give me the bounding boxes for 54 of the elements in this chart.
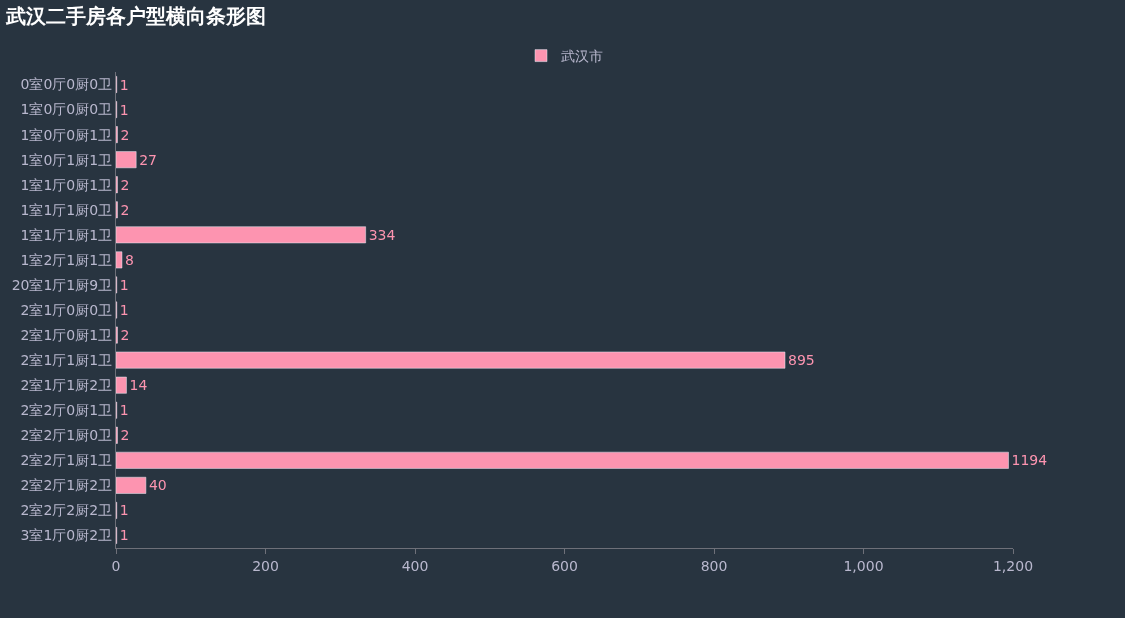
x-tick-label: 400 (401, 557, 429, 574)
data-label: 2 (120, 327, 130, 344)
data-label: 2 (120, 126, 130, 143)
bar (116, 376, 127, 394)
data-label: 14 (129, 377, 148, 394)
data-label: 27 (139, 151, 158, 168)
bar (116, 226, 366, 244)
y-tick-label: 0室0厅0厨0卫 (20, 76, 113, 93)
bar (116, 151, 137, 169)
y-tick-label: 2室1厅0厨1卫 (20, 326, 113, 343)
y-tick-label: 1室2厅1厨1卫 (20, 251, 113, 268)
data-label: 1 (119, 302, 129, 318)
y-tick-label: 2室2厅1厨0卫 (20, 427, 113, 444)
x-tick-label: 1,000 (843, 557, 884, 574)
bar (116, 451, 1009, 469)
bar (116, 476, 147, 494)
data-label: 334 (368, 226, 396, 243)
y-tick-label: 1室0厅0厨0卫 (20, 101, 113, 118)
y-tick-label: 2室2厅2厨2卫 (20, 502, 113, 519)
data-label: 1 (119, 527, 129, 544)
y-tick-label: 1室1厅1厨0卫 (20, 201, 113, 218)
y-tick-label: 2室2厅1厨2卫 (20, 477, 113, 494)
y-tick-label: 3室1厅0厨2卫 (20, 527, 113, 544)
data-label: 2 (120, 176, 130, 193)
data-label: 1194 (1011, 452, 1048, 469)
x-tick-label: 800 (700, 557, 728, 574)
data-label: 1 (119, 101, 129, 118)
data-label: 1 (119, 76, 129, 93)
y-tick-label: 1室1厅0厨1卫 (20, 176, 113, 193)
y-tick-label: 20室1厅1厨9卫 (11, 276, 113, 293)
x-tick-label: 600 (551, 557, 578, 574)
data-label: 2 (120, 201, 130, 218)
data-label: 2 (120, 427, 130, 444)
y-tick-label: 2室2厅0厨1卫 (20, 402, 113, 419)
y-tick-label: 1室0厅1厨1卫 (20, 151, 113, 168)
bar (116, 351, 786, 369)
legend-label: 武汉市 (561, 48, 603, 65)
data-label: 1 (119, 276, 129, 293)
data-label: 895 (788, 352, 815, 369)
data-label: 8 (124, 251, 134, 268)
y-tick-label: 2室1厅1厨1卫 (20, 352, 113, 369)
y-tick-label: 2室1厅1厨2卫 (20, 377, 113, 394)
y-tick-label: 2室2厅1厨1卫 (20, 452, 113, 469)
x-tick-label: 200 (252, 557, 279, 574)
y-tick-label: 1室0厅0厨1卫 (20, 126, 113, 143)
x-tick-label: 1,200 (992, 557, 1034, 574)
x-tick-label: 0 (111, 557, 121, 574)
bar (116, 251, 123, 269)
data-label: 40 (148, 477, 167, 494)
data-label: 1 (119, 402, 129, 419)
y-tick-label: 1室1厅1厨1卫 (20, 226, 113, 243)
data-label: 1 (119, 502, 129, 519)
chart-title: 武汉二手房各户型横向条形图 (4, 4, 266, 29)
y-tick-label: 2室1厅0厨0卫 (20, 301, 113, 318)
